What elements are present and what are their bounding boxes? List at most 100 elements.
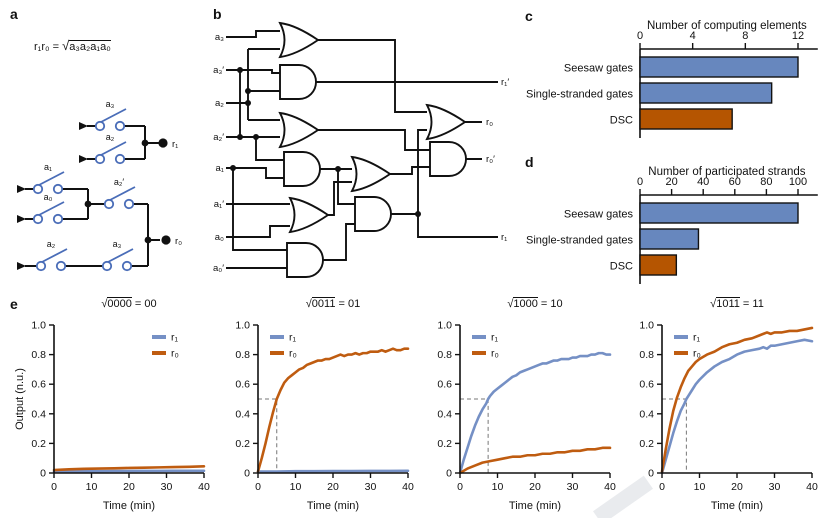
series-r1 [52, 469, 206, 473]
y-tick-label: 0 [648, 468, 654, 480]
svg-text:a₁′: a₁′ [214, 199, 224, 210]
y-tick-label: 0.6 [437, 379, 452, 391]
chart-title: √0000 = 00 [101, 297, 157, 310]
series-r0 [52, 465, 206, 472]
x-tick-label: 4 [690, 30, 696, 42]
bar [639, 108, 733, 130]
x-axis-label: Time (min) [509, 500, 561, 512]
svg-text:r₁′: r₁′ [501, 77, 509, 88]
x-tick-label: 20 [665, 176, 677, 188]
svg-text:a₀′: a₀′ [213, 263, 224, 274]
y-tick-label: 0.6 [31, 379, 46, 391]
y-tick-label: 0.4 [639, 408, 654, 420]
panel-b: b [200, 0, 512, 295]
arrow-icon [17, 262, 26, 270]
line-chart-svg: 0 0.2 0.4 0.6 0.8 1.0 0 10 20 30 40 Time (min) r₁ r₀ [639, 320, 818, 513]
x-tick-label: 40 [806, 481, 818, 493]
x-tick-label: 12 [792, 30, 804, 42]
legend-label: r₀ [693, 348, 701, 360]
or-gate [288, 196, 330, 234]
and-gate [283, 151, 321, 187]
output-labels: r₁ r₀ [172, 139, 182, 247]
legend-label: r₁ [491, 332, 498, 344]
x-tick-label: 40 [697, 176, 709, 188]
x-axis-label: Time (min) [711, 500, 763, 512]
svg-text:a₃: a₃ [215, 32, 224, 43]
sqrt-icon: √ [710, 298, 717, 310]
x-tick-label: 20 [327, 481, 339, 493]
legend-label: r₀ [289, 348, 297, 360]
line-chart-0011: √0011 = 01 0 0.2 0.4 0.6 0.8 1.0 0 10 20 30 40 Time… [216, 297, 416, 518]
panel-d: d Number of participated strands 0 20 40 60 8… [515, 148, 826, 294]
legend-label: r₀ [171, 348, 179, 360]
line-chart-1011: √1011 = 11 0 0.2 0.4 0.6 0.8 1.0 0 10 20 30 40 Time… [620, 297, 820, 518]
x-tick-label: 0 [637, 176, 643, 188]
x-axis-label: Time (min) [307, 500, 359, 512]
x-tick-label: 30 [769, 481, 781, 493]
svg-text:r₀′: r₀′ [486, 154, 495, 165]
and-gate [286, 242, 324, 278]
y-tick-label: 0 [446, 468, 452, 480]
panel-c: c Number of computing elements 0 4 8 12 Seesa… [515, 2, 826, 148]
line-chart-svg: 0 0.2 0.4 0.6 0.8 1.0 0 10 20 30 40 Time (min) Outpu… [14, 320, 210, 513]
x-tick-label: 40 [402, 481, 414, 493]
svg-text:r₁: r₁ [501, 232, 507, 243]
chart-title: √0011 = 01 [305, 297, 361, 310]
junction-dots [84, 138, 171, 245]
panel-b-label: b [213, 6, 222, 22]
gates [278, 21, 467, 278]
svg-text:a₂: a₂ [215, 98, 224, 109]
sqrt-icon: √ [507, 298, 514, 310]
y-tick-label: 1.0 [235, 320, 250, 332]
x-tick-label: 40 [198, 481, 210, 493]
x-tick-label: 0 [255, 481, 261, 493]
svg-text:a₁: a₁ [216, 163, 225, 174]
x-tick-label: 20 [123, 481, 135, 493]
category-label: Seesaw gates [564, 63, 634, 75]
y-axis-label: Output (n.u.) [14, 368, 26, 430]
y-tick-label: 0.8 [31, 349, 46, 361]
y-tick-label: 1.0 [639, 320, 654, 332]
x-tick-label: 10 [694, 481, 706, 493]
chart-title: Number of computing elements [647, 20, 807, 32]
switch-a1 [32, 171, 65, 195]
x-axis-label: Time (min) [103, 500, 155, 512]
panel-e-label: e [10, 296, 18, 312]
arrow-icon [79, 155, 88, 163]
chart-title: √1000 = 10 [507, 297, 563, 310]
x-tick-label: 20 [731, 481, 743, 493]
x-tick-label: 80 [760, 176, 772, 188]
switch-labels: a₃ a₂ a₁ a₀ a₂′ a₂ a₃ [44, 99, 125, 249]
and-gate [279, 64, 317, 100]
sqrt-icon: √ [305, 298, 312, 310]
y-tick-label: 0.4 [31, 408, 46, 420]
sqrt-icon: √ [101, 298, 108, 310]
y-tick-label: 1.0 [437, 320, 452, 332]
logic-circuit-svg: a₃ a₃′ a₂ a₂′ a₁ a₁′ a₀ a₀′ r₁′ r₀ r₀′ r… [213, 21, 509, 278]
circuit-wires [25, 125, 160, 267]
svg-text:a₁: a₁ [44, 162, 52, 172]
svg-text:a₂: a₂ [47, 239, 56, 249]
category-label: DSC [610, 261, 633, 273]
x-tick-label: 0 [51, 481, 57, 493]
svg-text:a₂: a₂ [106, 132, 115, 142]
logic-junction-dots [230, 67, 421, 217]
legend-label: r₀ [491, 348, 499, 360]
x-tick-label: 0 [637, 30, 643, 42]
switches [32, 108, 136, 272]
x-tick-label: 60 [729, 176, 741, 188]
or-gate [350, 155, 392, 193]
switch-a3-top [94, 108, 127, 132]
arrow-icon [17, 215, 26, 223]
line-chart-1000: √1000 = 10 0 0.2 0.4 0.6 0.8 1.0 0 10 20 30 40 Time… [418, 297, 618, 518]
category-label: Single-stranded gates [526, 89, 634, 101]
input-arrows [17, 122, 88, 270]
y-tick-label: 0.6 [235, 379, 250, 391]
bar-chart-participated-strands: Number of participated strands 0 20 40 60 80 1… [526, 166, 818, 284]
x-tick-label: 0 [659, 481, 665, 493]
x-tick-label: 30 [161, 481, 173, 493]
y-tick-label: 0.8 [437, 349, 452, 361]
series-r1 [256, 469, 410, 473]
y-tick-label: 0.2 [235, 438, 250, 450]
